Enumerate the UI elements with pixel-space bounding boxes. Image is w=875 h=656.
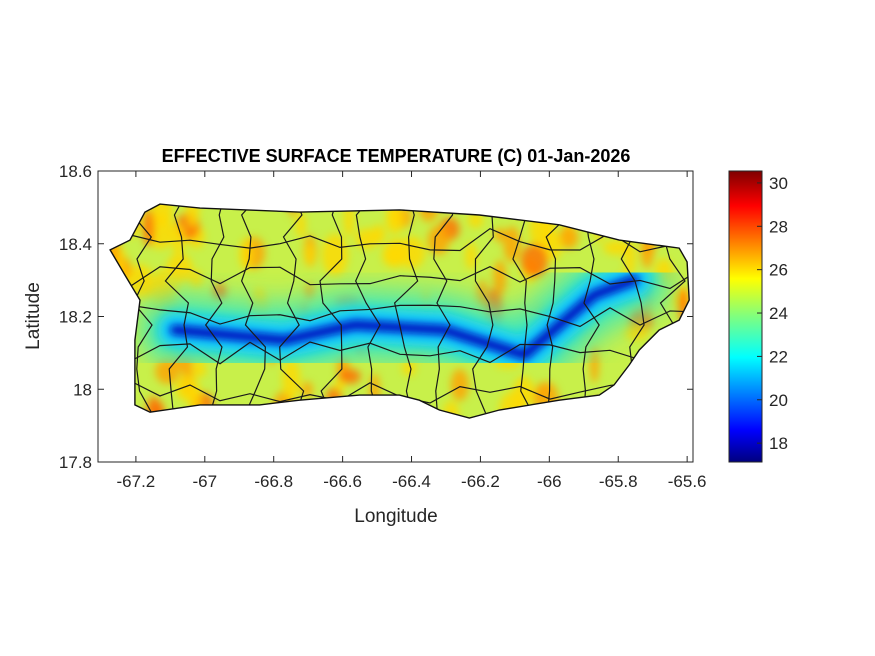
warm-patch xyxy=(427,225,450,255)
y-tick-label: 18 xyxy=(73,380,92,399)
warm-patch xyxy=(402,360,416,376)
x-tick-label: -66.8 xyxy=(254,472,293,491)
municipal-border xyxy=(110,341,690,365)
x-tick-label: -65.8 xyxy=(599,472,638,491)
municipal-border xyxy=(545,204,570,414)
warm-patch xyxy=(171,223,185,255)
x-tick-label: -66.6 xyxy=(323,472,362,491)
warm-patch xyxy=(450,368,469,401)
warm-patch xyxy=(212,283,227,301)
warm-patch xyxy=(162,282,179,296)
warm-patch xyxy=(386,207,404,234)
warm-patch xyxy=(624,322,649,341)
warm-patch xyxy=(305,242,315,267)
warm-patch xyxy=(503,226,521,263)
municipal-border xyxy=(393,204,419,414)
warm-patch xyxy=(385,238,407,268)
warm-patch xyxy=(465,242,477,270)
warm-patch xyxy=(304,283,315,301)
x-tick-label: -66.2 xyxy=(461,472,500,491)
y-tick-label: 18.4 xyxy=(59,235,92,254)
colorbar-tick-label: 20 xyxy=(769,391,788,410)
warm-patch xyxy=(156,269,168,286)
colorbar-tick-label: 30 xyxy=(769,174,788,193)
colorbar-tick-label: 26 xyxy=(769,261,788,280)
municipal-border xyxy=(164,204,190,414)
x-axis-label: Longitude xyxy=(354,506,437,527)
municipal-border xyxy=(433,204,454,414)
cold-ridge-band xyxy=(169,275,640,361)
warm-patch xyxy=(321,233,349,277)
warm-patch xyxy=(520,243,549,278)
warm-patch xyxy=(467,212,484,228)
x-tick-label: -66.4 xyxy=(392,472,431,491)
colorbar-tick-label: 22 xyxy=(769,347,788,366)
municipal-border xyxy=(110,304,690,328)
colorbar-tick-label: 28 xyxy=(769,217,788,236)
municipal-border xyxy=(355,204,381,414)
warm-patch xyxy=(338,368,361,384)
y-tick-label: 18.2 xyxy=(59,308,92,327)
x-tick-label: -66 xyxy=(537,472,562,491)
x-tick-label: -67 xyxy=(193,472,218,491)
warm-patch xyxy=(301,381,313,398)
warm-patch xyxy=(239,238,253,271)
warm-patch xyxy=(175,375,200,402)
municipal-border xyxy=(319,204,343,414)
x-tick-label: -67.2 xyxy=(117,472,156,491)
y-axis-label: Latitude xyxy=(23,282,44,350)
municipal-border xyxy=(110,228,690,253)
island-outline xyxy=(109,203,690,419)
municipal-border xyxy=(204,204,225,414)
municipal-border xyxy=(240,204,266,414)
municipal-border xyxy=(512,204,533,414)
municipal-border xyxy=(279,204,305,414)
y-tick-label: 17.8 xyxy=(59,453,92,472)
colorbar-tick-label: 24 xyxy=(769,304,788,323)
warm-patch xyxy=(558,225,579,249)
warm-patch xyxy=(493,260,507,298)
x-tick-label: -65.6 xyxy=(668,472,707,491)
y-tick-label: 18.6 xyxy=(59,162,92,181)
warm-patch xyxy=(144,274,153,301)
colorbar xyxy=(728,170,763,463)
colorbar-tick-label: 18 xyxy=(769,434,788,453)
warm-patch xyxy=(590,345,599,383)
warm-patch xyxy=(189,270,203,288)
chart-title: EFFECTIVE SURFACE TEMPERATURE (C) 01-Jan… xyxy=(162,146,631,166)
municipal-border xyxy=(110,266,690,290)
